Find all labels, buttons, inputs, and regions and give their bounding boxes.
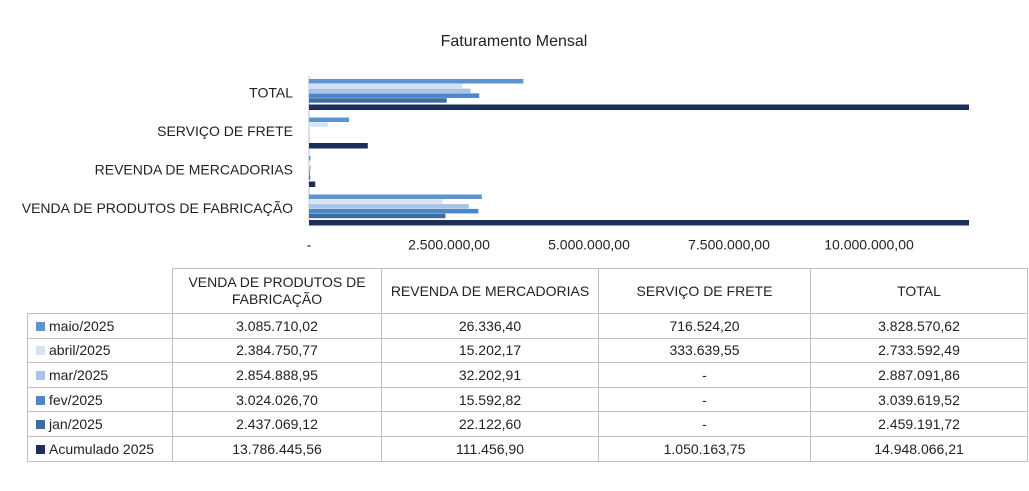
x-tick-label: 5.000.000,00 [548,237,630,253]
bar [309,208,479,214]
y-tick-label: TOTAL [249,85,293,101]
bar [309,93,480,98]
bar [309,213,446,219]
legend-key [36,444,45,454]
bar [309,117,350,122]
legend-key [36,420,45,430]
legend-label: abril/2025 [49,342,111,359]
table-cell: 3.039.619,52 [810,386,1028,413]
y-tick-label: SERVIÇO DE FRETE [157,123,293,139]
bar [309,104,969,110]
table-cell: 3.828.570,62 [810,313,1028,339]
legend-label: mar/2025 [49,366,109,383]
legend-key [36,395,45,405]
bar [309,204,469,209]
legend-key [36,370,45,380]
row-header: jan/2025 [27,411,173,437]
bar [309,175,311,180]
chart-title: Faturamento Mensal [441,33,588,50]
table-cell: 3.024.026,70 [172,386,382,413]
table-cell: 2.437.069,12 [172,411,382,437]
table-cell: 15.202,17 [381,337,599,364]
chart: Faturamento Mensal - 2.500.000,00 5.000.00… [22,33,969,253]
table-row: fev/2025 3.024.026,70 15.592,82-3.039.619,… [27,386,1028,413]
table-cell: - [598,411,811,437]
data-table: VENDA DE PRODUTOS DE FABRICAÇÃO REVENDA D… [27,268,1028,462]
bar [309,199,443,204]
column-header: REVENDA DE MERCADORIAS [381,268,599,314]
x-tick-label: 2.500.000,00 [408,237,490,253]
table-cell: 333.639,55 [598,337,811,364]
bar [309,220,969,226]
table-cell: 2.733.592,49 [810,337,1028,364]
table-row: maio/2025 3.085.710,02 26.336,40 716.524,20… [27,313,1028,339]
bar [309,88,471,94]
table-cell: 3.085.710,02 [172,313,382,339]
bar [309,79,524,84]
table-cell: 716.524,20 [598,313,811,339]
header-row: VENDA DE PRODUTOS DE FABRICAÇÃO REVENDA D… [27,268,1028,314]
table-cell: 2.384.750,77 [172,337,382,364]
bar [309,122,328,127]
table-cell: 2.459.191,72 [810,411,1028,437]
y-tick-label: VENDA DE PRODUTOS DE FABRICAÇÃO [22,200,293,216]
row-header: maio/2025 [27,313,173,339]
table-cell: 1.050.163,75 [598,435,811,462]
bar [309,83,463,89]
column-header: SERVIÇO DE FRETE [598,268,811,314]
legend-label: fev/2025 [49,391,103,408]
column-header: VENDA DE PRODUTOS DE FABRICAÇÃO [172,268,382,314]
legend-key [36,346,45,356]
row-header: mar/2025 [27,362,173,388]
x-tick-label: 10.000.000,00 [824,237,914,253]
legend-label: jan/2025 [49,416,103,433]
row-header: fev/2025 [27,386,173,413]
table-row: mar/2025 2.854.888,95 32.202,91-2.887.091,… [27,362,1028,388]
bar [309,98,447,103]
plot [309,79,969,226]
bar [309,156,311,161]
table-cell: 32.202,91 [381,362,599,388]
legend-label: maio/2025 [49,317,115,334]
row-header: Acumulado 2025 [27,435,173,462]
x-tick-label: - [307,237,312,253]
table-cell: 26.336,40 [381,313,599,339]
column-header: TOTAL [810,268,1028,314]
y-tick-label: REVENDA DE MERCADORIAS [95,162,293,178]
table-cell: 22.122,60 [381,411,599,437]
row-header: abril/2025 [27,337,173,364]
legend-key [36,321,45,331]
table-cell: 2.854.888,95 [172,362,382,388]
table-cell: 2.887.091,86 [810,362,1028,388]
table-cell: 15.592,82 [381,386,599,413]
table-row: abril/2025 2.384.750,77 15.202,17 333.639,5… [27,337,1028,364]
table-row: jan/2025 2.437.069,12 22.122,60-2.459.191,… [27,411,1028,437]
bar [309,143,368,149]
bar [309,160,310,166]
bar [309,194,482,199]
table-cell: 111.456,90 [381,435,599,462]
table-cell: 13.786.445,56 [172,435,382,462]
table-row: Acumulado 2025 13.786.445,56 111.456,90 1.0… [27,435,1028,462]
corner [27,268,173,314]
x-tick-label: 7.500.000,00 [688,237,770,253]
bar [309,181,316,187]
table-cell: - [598,386,811,413]
bar [309,170,310,175]
bar [309,165,311,171]
legend-label: Acumulado 2025 [49,440,155,457]
table-cell: - [598,362,811,388]
table-cell: 14.948.066,21 [810,435,1028,462]
